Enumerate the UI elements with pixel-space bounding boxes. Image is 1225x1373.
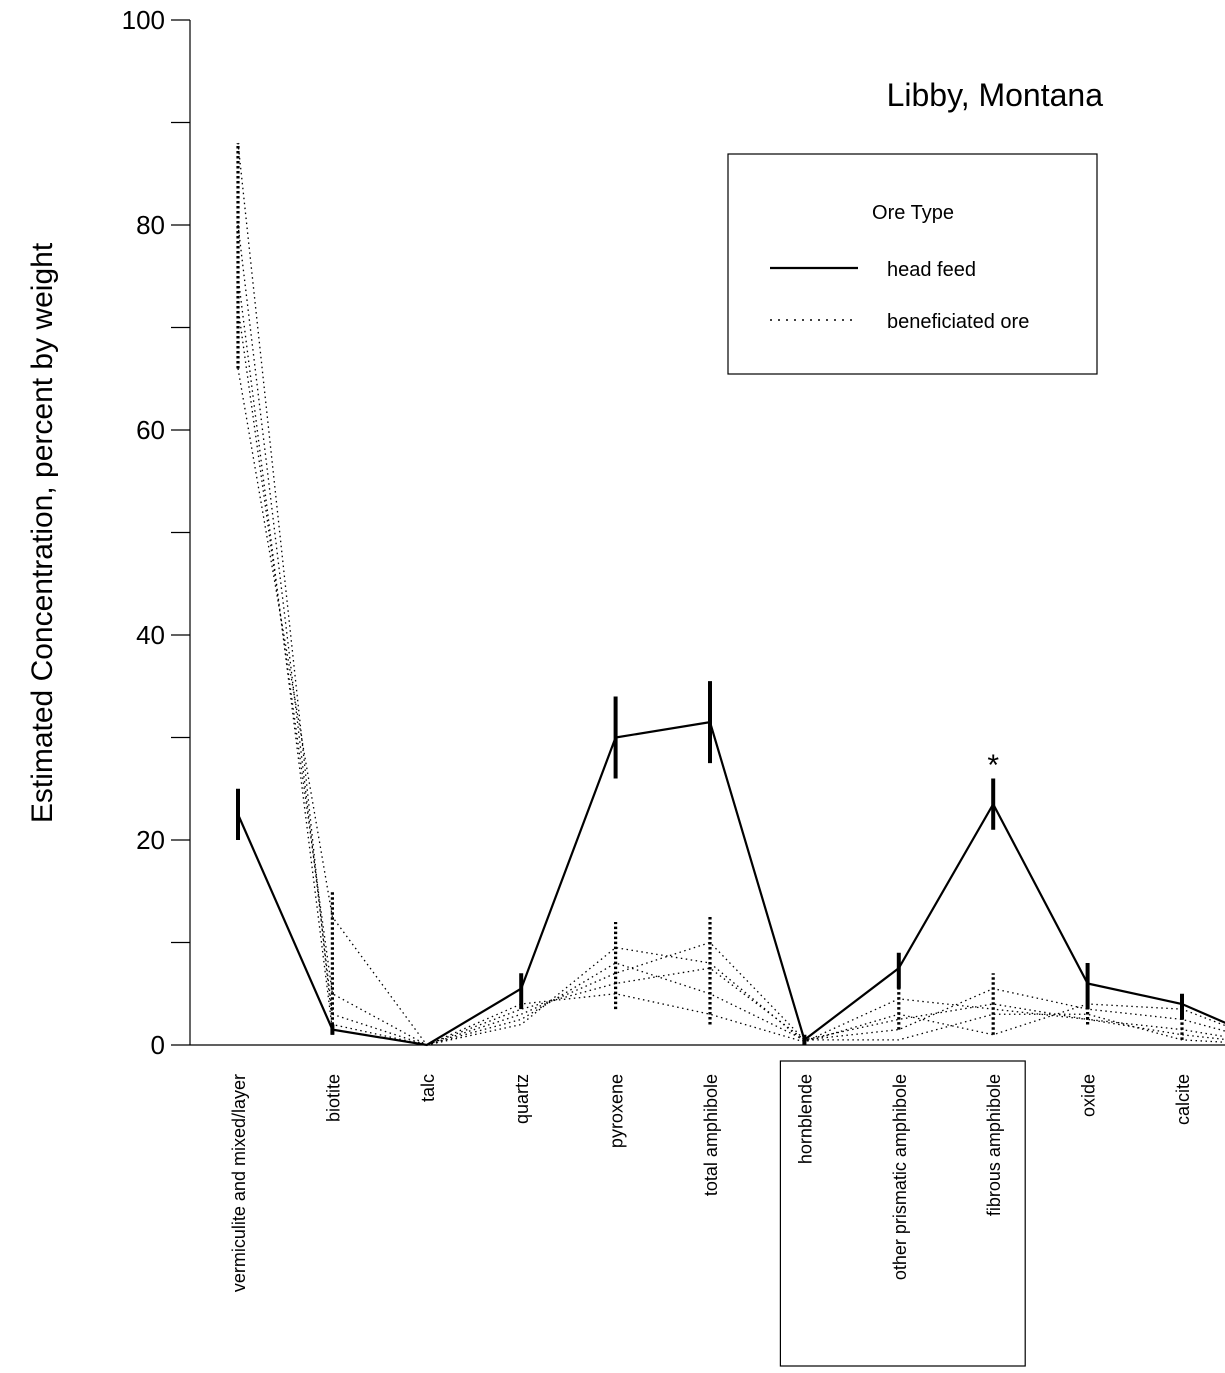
series-line-beneficiated-ore-1 (237, 368, 1225, 1046)
series-line-beneficiated-ore-5 (237, 276, 1225, 1046)
chart-title: Libby, Montana (887, 77, 1104, 113)
x-tick-label-biotite: biotite (323, 1074, 343, 1122)
y-tick-label-80: 80 (136, 210, 165, 240)
legend-box (727, 153, 1098, 375)
x-tick-label-fibrous-amphibole: fibrous amphibole (984, 1074, 1004, 1216)
y-tick-label-0: 0 (151, 1030, 165, 1060)
x-tick-label-total-amphibole: total amphibole (701, 1074, 721, 1196)
category-labels: vermiculite and mixed/layer biotite talc qu… (229, 1074, 1193, 1292)
y-tick-label-40: 40 (136, 620, 165, 650)
amphibole-group-box (779, 1060, 1026, 1367)
series-line-head-feed (236, 720, 1225, 1047)
x-tick-label-hornblende: hornblende (795, 1074, 815, 1164)
legend: Ore Type head feed beneficiated ore (727, 153, 1098, 375)
legend-title: Ore Type (872, 202, 954, 224)
x-tick-label-quartz: quartz (512, 1074, 532, 1124)
y-tick-label-100: 100 (122, 5, 165, 35)
x-tick-label-pyroxene: pyroxene (607, 1074, 627, 1148)
x-tick-label-other-prismatic-amphibole: other prismatic amphibole (890, 1074, 910, 1280)
axes: 0 20 40 60 80 100 (122, 5, 1225, 1060)
y-axis-label: Estimated Concentration, percent by weig… (26, 242, 59, 823)
y-tick-label-20: 20 (136, 825, 165, 855)
legend-label-head-feed: head feed (887, 259, 976, 281)
x-tick-label-oxide: oxide (1079, 1074, 1099, 1117)
category-group-box (779, 1060, 1026, 1367)
head-feed-line (236, 681, 1225, 1047)
y-tick-label-60: 60 (136, 415, 165, 445)
x-tick-label-talc: talc (418, 1074, 438, 1102)
x-tick-label-vermiculite-and-mixed-layer: vermiculite and mixed/layer (229, 1074, 249, 1292)
x-tick-label-calcite: calcite (1173, 1074, 1193, 1125)
legend-label-beneficiated-ore: beneficiated ore (887, 311, 1029, 333)
series-line-beneficiated-ore-2 (237, 306, 1225, 1046)
annotation-asterisk: * (987, 749, 999, 782)
